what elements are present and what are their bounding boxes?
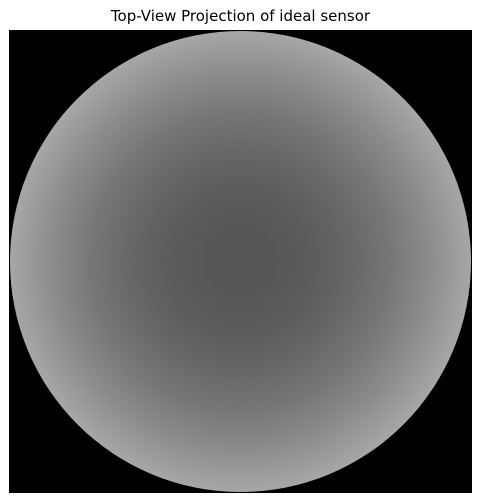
figure-title: Top-View Projection of ideal sensor [110, 7, 371, 25]
sensor-projection-disc [10, 31, 471, 492]
image-axes [9, 30, 472, 493]
